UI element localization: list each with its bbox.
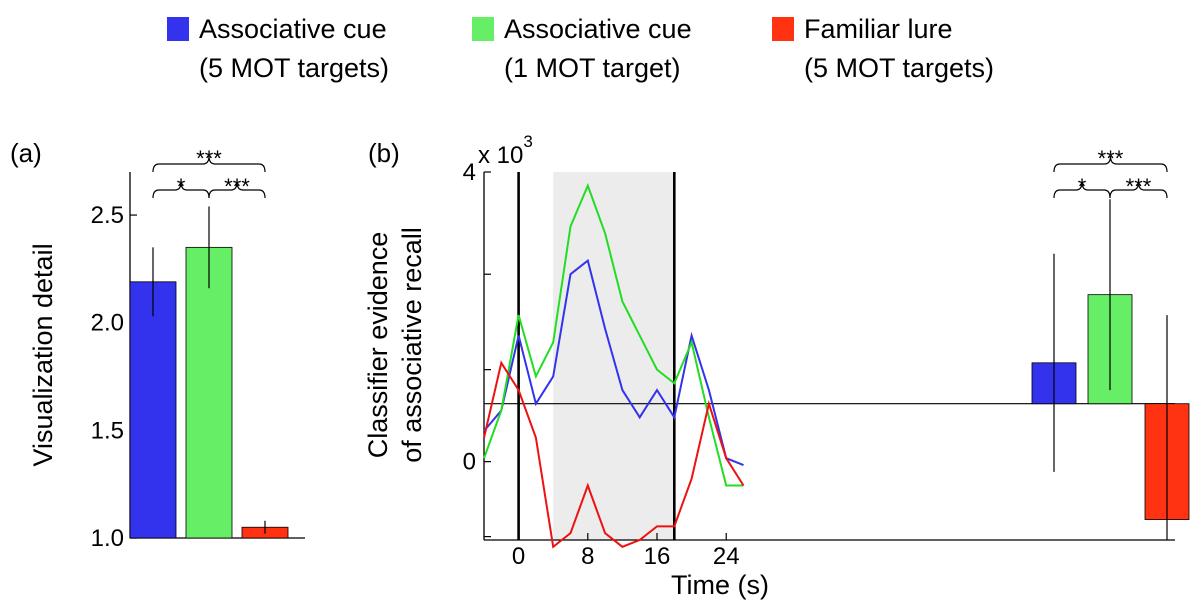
legend-label-1-line1: Associative cue [199, 14, 387, 44]
panel-a-label: (a) [10, 138, 42, 168]
panel-b-series-line [483, 258, 744, 466]
legend: Associative cue (5 MOT targets) Associat… [167, 14, 994, 83]
panel-b-x-tick-label: 8 [581, 543, 594, 570]
panel-b-significance-label: *** [1126, 174, 1152, 199]
panel-b-significance-bracket-1-3 [1053, 155, 1168, 173]
panel-b-y-multiplier-base: x 10 [478, 142, 523, 169]
panel-b-x-tick-label: 0 [512, 543, 525, 570]
legend-swatch-1 [167, 17, 189, 41]
panel-b-line-chart: (b) x 103 Classifier evidence of associa… [363, 132, 1190, 600]
panel-b-y-tick-label: 4 [463, 159, 476, 186]
panel-a-y-tick-label: 1.5 [91, 417, 124, 444]
panel-a-significance-label: * [177, 174, 186, 199]
panel-b-x-axis-label: Time (s) [671, 570, 769, 600]
panel-b-y-multiplier: x 103 [478, 132, 533, 169]
legend-label-2-line2: (1 MOT target) [504, 53, 681, 83]
panel-a-significance-bracket-1-3 [152, 155, 266, 173]
legend-label-2-line1: Associative cue [504, 14, 692, 44]
legend-label-3-line1: Familiar lure [804, 14, 953, 44]
panel-b-significance-bracket-1-2 [1053, 181, 1111, 199]
panel-a-y-tick-label: 2.5 [91, 202, 124, 229]
panel-a-significance-bracket-1-2 [152, 181, 210, 199]
panel-b-x-tick-label: 24 [713, 543, 740, 570]
panel-a-significance-bracket-2-3 [208, 181, 266, 199]
panel-a-y-tick-label: 2.0 [91, 310, 124, 337]
panel-b-y-tick-label: 0 [463, 449, 476, 476]
panel-b-series-line [483, 182, 744, 487]
panel-a-significance-label: *** [196, 146, 222, 171]
panel-b-y-axis-label-line2: of associative recall [397, 227, 427, 463]
panel-a-y-tick-label: 1.0 [91, 525, 124, 552]
panel-b-series-line [483, 360, 745, 549]
panel-a-bar-chart: (a) Visualization detail 1.01.52.02.5 * *… [10, 138, 305, 552]
panel-a-bar [129, 281, 177, 539]
panel-a-bar [185, 246, 233, 539]
panel-b-x-tick-label: 16 [644, 543, 671, 570]
panel-b-label: (b) [368, 138, 400, 168]
legend-label-1-line2: (5 MOT targets) [199, 53, 389, 83]
panel-a-y-axis-label: Visualization detail [28, 243, 58, 466]
panel-b-significance-bracket-2-3 [1109, 181, 1168, 199]
legend-swatch-2 [472, 17, 494, 41]
legend-label-3-line2: (5 MOT targets) [804, 53, 994, 83]
panel-a-significance-label: *** [224, 174, 250, 199]
panel-b-significance-label: *** [1098, 146, 1124, 171]
panel-b-y-axis-label-line1: Classifier evidence [363, 232, 393, 459]
panel-b-y-multiplier-exp: 3 [523, 132, 532, 151]
panel-b-significance-label: * [1078, 174, 1087, 199]
legend-swatch-3 [772, 17, 794, 41]
